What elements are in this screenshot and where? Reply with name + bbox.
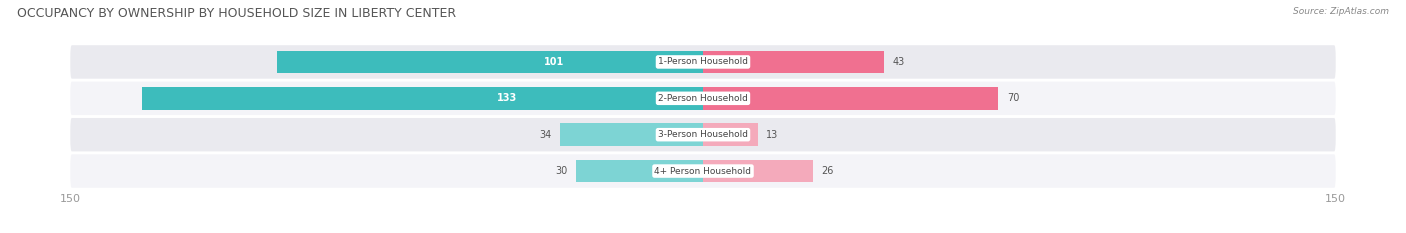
Bar [703, 87, 998, 110]
Text: 43: 43 [893, 57, 905, 67]
FancyBboxPatch shape [70, 45, 1336, 79]
Text: 2-Person Household: 2-Person Household [658, 94, 748, 103]
Bar [142, 87, 703, 110]
Text: 30: 30 [555, 166, 568, 176]
Text: 1-Person Household: 1-Person Household [658, 58, 748, 66]
Text: 3-Person Household: 3-Person Household [658, 130, 748, 139]
Text: 70: 70 [1007, 93, 1019, 103]
Text: 13: 13 [766, 130, 779, 140]
Text: OCCUPANCY BY OWNERSHIP BY HOUSEHOLD SIZE IN LIBERTY CENTER: OCCUPANCY BY OWNERSHIP BY HOUSEHOLD SIZE… [17, 7, 456, 20]
Text: 133: 133 [496, 93, 517, 103]
FancyBboxPatch shape [70, 154, 1336, 188]
Text: 26: 26 [821, 166, 834, 176]
Text: 34: 34 [538, 130, 551, 140]
Bar [576, 160, 703, 182]
FancyBboxPatch shape [70, 118, 1336, 151]
FancyBboxPatch shape [70, 82, 1336, 115]
Text: Source: ZipAtlas.com: Source: ZipAtlas.com [1294, 7, 1389, 16]
Bar [703, 160, 813, 182]
Bar [703, 51, 884, 73]
Bar [277, 51, 703, 73]
Text: 101: 101 [544, 57, 564, 67]
Text: 4+ Person Household: 4+ Person Household [655, 167, 751, 175]
Bar [703, 123, 758, 146]
Bar [560, 123, 703, 146]
